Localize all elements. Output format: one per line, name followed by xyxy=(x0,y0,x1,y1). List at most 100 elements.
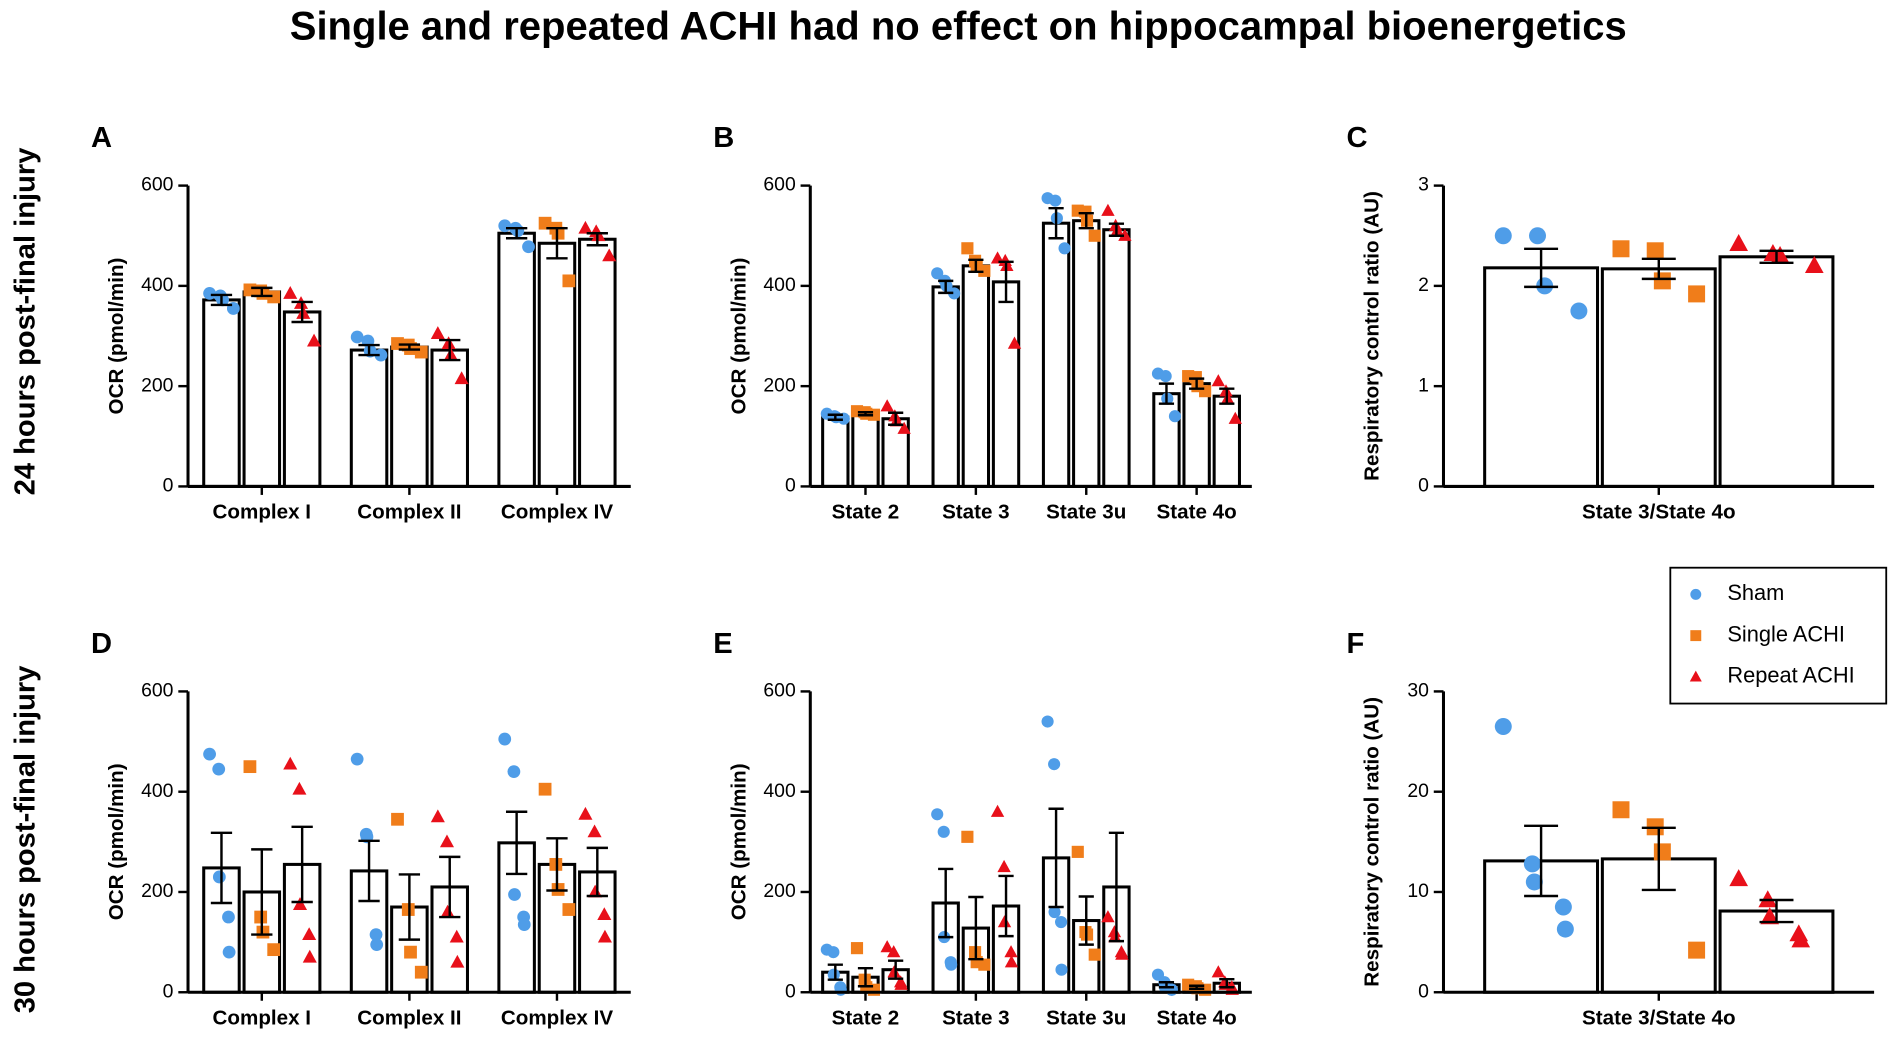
data-point xyxy=(283,756,298,770)
error-bar xyxy=(888,411,904,426)
y-tick-label: 600 xyxy=(763,680,796,702)
error-bar xyxy=(439,855,461,919)
error-bar xyxy=(210,293,233,307)
data-point xyxy=(1760,907,1780,925)
y-tick-label: 200 xyxy=(141,880,174,902)
x-tick-label: State 4o xyxy=(1157,501,1237,524)
x-tick-label: State 3u xyxy=(1046,501,1126,524)
bar xyxy=(578,237,617,488)
data-point xyxy=(1088,229,1101,242)
data-point xyxy=(931,808,944,821)
data-point xyxy=(404,945,417,959)
data-point xyxy=(522,240,535,254)
y-tick-label: 400 xyxy=(763,780,796,802)
error-bar xyxy=(505,227,528,240)
error-bar xyxy=(1641,826,1676,892)
data-point xyxy=(850,942,864,955)
data-point xyxy=(439,834,455,848)
y-axis-label: Respiratory control ratio (AU) xyxy=(1361,191,1384,481)
y-tick-label: 20 xyxy=(1407,780,1429,802)
y-tick-label: 0 xyxy=(1418,980,1429,1002)
panel-label: D xyxy=(91,628,112,660)
data-point xyxy=(292,781,307,795)
data-point xyxy=(1653,272,1671,290)
y-tick-label: 1 xyxy=(1418,374,1429,396)
data-point xyxy=(1729,233,1749,251)
data-point xyxy=(1058,242,1071,255)
data-point xyxy=(834,983,847,996)
bar xyxy=(1041,221,1071,488)
y-axis-label: Respiratory control ratio (AU) xyxy=(1361,697,1384,987)
data-point xyxy=(1004,955,1019,968)
bar xyxy=(1152,392,1181,488)
data-point xyxy=(498,732,512,746)
data-point xyxy=(203,287,216,300)
x-tick-label: State 3u xyxy=(1046,1006,1126,1029)
error-bar xyxy=(1078,211,1094,230)
data-point xyxy=(517,918,531,931)
data-point xyxy=(1055,915,1068,929)
bar xyxy=(931,285,960,488)
error-bar xyxy=(210,831,233,905)
data-point xyxy=(1556,920,1574,938)
error-bar xyxy=(1759,249,1794,265)
error-bar xyxy=(1219,387,1235,405)
panel-label: E xyxy=(713,628,732,660)
bar xyxy=(1072,219,1101,488)
y-axis-label: OCR (pmol/min) xyxy=(105,763,128,920)
data-point xyxy=(1071,845,1084,858)
data-point xyxy=(1118,228,1132,241)
data-point xyxy=(302,949,317,963)
data-point xyxy=(350,752,364,766)
y-axis-label: OCR (pmol/min) xyxy=(105,258,128,415)
data-point xyxy=(1689,670,1702,682)
data-point xyxy=(880,940,894,953)
bar xyxy=(1102,228,1131,488)
row-label: 24 hours post-final injury xyxy=(9,147,41,496)
x-tick-label: Complex II xyxy=(357,1006,461,1029)
data-point xyxy=(827,946,840,959)
error-bar xyxy=(888,959,904,980)
bar xyxy=(202,298,241,488)
y-tick-label: 400 xyxy=(141,780,174,802)
data-point xyxy=(302,927,317,941)
data-point xyxy=(1688,285,1706,303)
data-point xyxy=(1108,930,1122,943)
data-point xyxy=(538,216,552,230)
error-bar xyxy=(998,874,1014,938)
data-point xyxy=(597,907,612,920)
error-bar xyxy=(439,338,461,362)
data-point xyxy=(1159,370,1172,383)
data-point xyxy=(1211,965,1225,978)
data-point xyxy=(562,903,576,916)
panel-label: A xyxy=(91,122,112,154)
data-point xyxy=(1804,256,1824,274)
data-point xyxy=(997,915,1012,928)
error-bar xyxy=(1189,984,1205,990)
data-point xyxy=(961,242,974,255)
data-point xyxy=(1048,905,1061,919)
error-bar xyxy=(1158,981,1175,989)
data-point xyxy=(1101,910,1115,923)
data-point xyxy=(1612,240,1630,258)
data-point xyxy=(507,765,521,779)
x-tick-label: Complex I xyxy=(213,1006,312,1029)
data-point xyxy=(450,954,465,968)
data-point xyxy=(203,747,216,761)
y-axis-label: OCR (pmol/min) xyxy=(727,763,750,920)
data-point xyxy=(374,348,388,362)
data-point xyxy=(430,326,445,339)
data-point xyxy=(267,943,281,957)
bar xyxy=(1212,394,1241,488)
data-point xyxy=(1690,630,1702,642)
data-point xyxy=(1494,718,1512,736)
data-point xyxy=(391,337,404,350)
error-bar xyxy=(251,286,273,298)
data-point xyxy=(897,421,911,434)
error-bar xyxy=(1219,978,1235,989)
error-bar xyxy=(857,411,874,417)
data-point xyxy=(1729,869,1749,887)
error-bar xyxy=(938,279,954,295)
y-tick-label: 2 xyxy=(1418,274,1429,296)
